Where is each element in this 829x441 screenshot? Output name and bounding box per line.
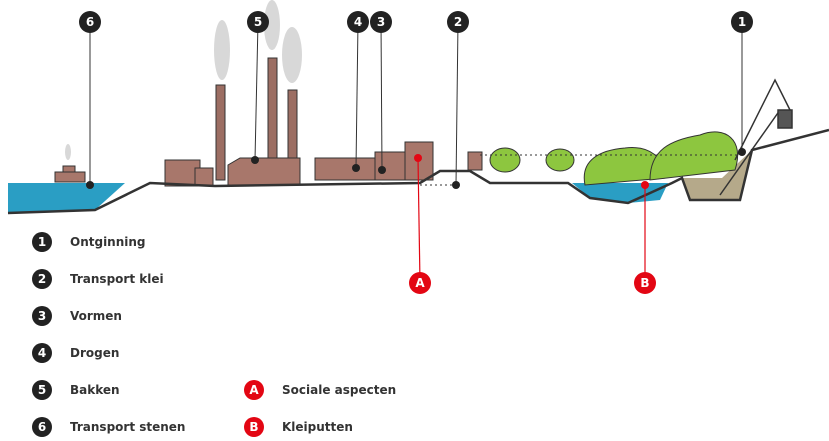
legend-label: Transport stenen — [70, 420, 185, 434]
legend-label: Vormen — [70, 309, 122, 323]
legend-key: 3 — [38, 309, 46, 323]
trees — [490, 132, 738, 185]
marker: B — [640, 276, 649, 290]
legend-label: Transport klei — [70, 272, 164, 286]
legend-key: 2 — [38, 272, 46, 286]
marker: A — [415, 276, 425, 290]
legend-label: Ontginning — [70, 235, 146, 249]
pit-water — [572, 183, 668, 203]
marker: 1 — [738, 15, 746, 29]
legend-key: 1 — [38, 235, 46, 249]
marker: 5 — [254, 15, 262, 29]
legend-key: 6 — [38, 420, 46, 434]
legend-label: Sociale aspecten — [282, 383, 396, 397]
diagram: 6 5 4 3 2 1 A B 1 Ontginning 2 Transport… — [0, 0, 829, 441]
marker: 2 — [454, 15, 462, 29]
legend-key: A — [249, 383, 259, 397]
marker: 3 — [377, 15, 385, 29]
legend-key: 5 — [38, 383, 46, 397]
marker: 4 — [354, 15, 362, 29]
legend-key: 4 — [38, 346, 46, 360]
legend-key: B — [249, 420, 258, 434]
legend-label: Bakken — [70, 383, 120, 397]
legend-label: Kleiputten — [282, 420, 353, 434]
legend: 1 Ontginning 2 Transport klei 3 Vormen 4… — [32, 232, 396, 437]
legend-label: Drogen — [70, 346, 119, 360]
water — [8, 183, 125, 213]
marker: 6 — [86, 15, 94, 29]
